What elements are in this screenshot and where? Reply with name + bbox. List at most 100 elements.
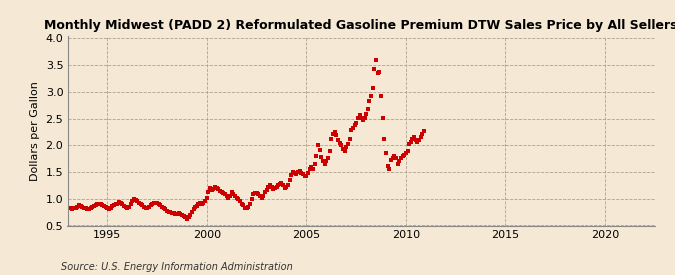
- Point: [145, 203, 156, 207]
- Point: [120, 205, 131, 209]
- Point: [336, 143, 347, 147]
- Point: [294, 169, 305, 173]
- Point: [152, 201, 163, 205]
- Point: [148, 201, 159, 205]
- Point: [277, 183, 288, 188]
- Point: [82, 207, 92, 212]
- Point: [160, 207, 171, 212]
- Point: [155, 203, 166, 207]
- Point: [167, 210, 178, 215]
- Point: [306, 164, 317, 169]
- Point: [157, 205, 167, 209]
- Point: [381, 151, 392, 156]
- Point: [396, 156, 406, 160]
- Point: [349, 123, 360, 127]
- Point: [291, 172, 302, 176]
- Point: [142, 206, 153, 211]
- Point: [70, 206, 81, 210]
- Point: [410, 138, 421, 142]
- Point: [315, 147, 325, 152]
- Point: [362, 107, 373, 111]
- Point: [324, 148, 335, 153]
- Point: [351, 121, 362, 125]
- Point: [256, 196, 267, 200]
- Point: [258, 193, 269, 198]
- Point: [238, 203, 248, 207]
- Point: [309, 162, 320, 166]
- Point: [414, 138, 425, 142]
- Point: [180, 215, 191, 220]
- Point: [375, 94, 386, 98]
- Point: [374, 69, 385, 74]
- Point: [263, 185, 273, 189]
- Point: [409, 134, 420, 139]
- Point: [208, 187, 219, 191]
- Point: [201, 196, 212, 200]
- Point: [69, 206, 80, 211]
- Point: [195, 201, 206, 205]
- Point: [213, 187, 224, 191]
- Point: [313, 143, 323, 147]
- Point: [150, 200, 161, 205]
- Point: [198, 200, 209, 205]
- Point: [132, 199, 142, 204]
- Point: [137, 203, 148, 207]
- Point: [127, 199, 138, 204]
- Point: [203, 190, 214, 194]
- Point: [143, 205, 154, 210]
- Point: [72, 205, 83, 209]
- Point: [316, 155, 327, 159]
- Point: [418, 129, 429, 134]
- Point: [168, 211, 179, 215]
- Point: [221, 194, 232, 198]
- Point: [406, 140, 416, 144]
- Point: [243, 205, 254, 209]
- Point: [275, 182, 286, 186]
- Point: [302, 171, 313, 175]
- Point: [122, 206, 132, 210]
- Point: [232, 196, 242, 200]
- Point: [276, 181, 287, 185]
- Point: [340, 148, 350, 153]
- Point: [286, 172, 297, 177]
- Point: [228, 192, 239, 197]
- Point: [90, 203, 101, 207]
- Point: [84, 207, 95, 212]
- Point: [117, 202, 128, 206]
- Point: [284, 178, 295, 182]
- Point: [384, 167, 395, 171]
- Point: [387, 156, 398, 160]
- Point: [412, 140, 423, 144]
- Point: [382, 163, 393, 168]
- Point: [146, 202, 157, 206]
- Text: Source: U.S. Energy Information Administration: Source: U.S. Energy Information Administ…: [61, 262, 292, 272]
- Point: [112, 201, 123, 206]
- Point: [366, 94, 377, 98]
- Point: [65, 206, 76, 211]
- Point: [102, 206, 113, 211]
- Point: [153, 202, 164, 206]
- Point: [402, 148, 413, 153]
- Point: [99, 204, 109, 208]
- Point: [304, 167, 315, 171]
- Point: [389, 154, 400, 158]
- Point: [226, 190, 237, 194]
- Point: [86, 206, 97, 211]
- Point: [338, 146, 348, 151]
- Point: [207, 188, 217, 192]
- Point: [281, 185, 292, 189]
- Point: [95, 202, 106, 206]
- Point: [223, 196, 234, 200]
- Point: [177, 213, 188, 217]
- Point: [138, 205, 149, 209]
- Point: [171, 211, 182, 216]
- Point: [377, 115, 388, 120]
- Point: [253, 192, 264, 197]
- Point: [182, 216, 192, 221]
- Point: [279, 186, 290, 190]
- Point: [329, 130, 340, 134]
- Point: [101, 205, 111, 210]
- Point: [140, 206, 151, 210]
- Point: [321, 159, 331, 164]
- Point: [308, 167, 319, 172]
